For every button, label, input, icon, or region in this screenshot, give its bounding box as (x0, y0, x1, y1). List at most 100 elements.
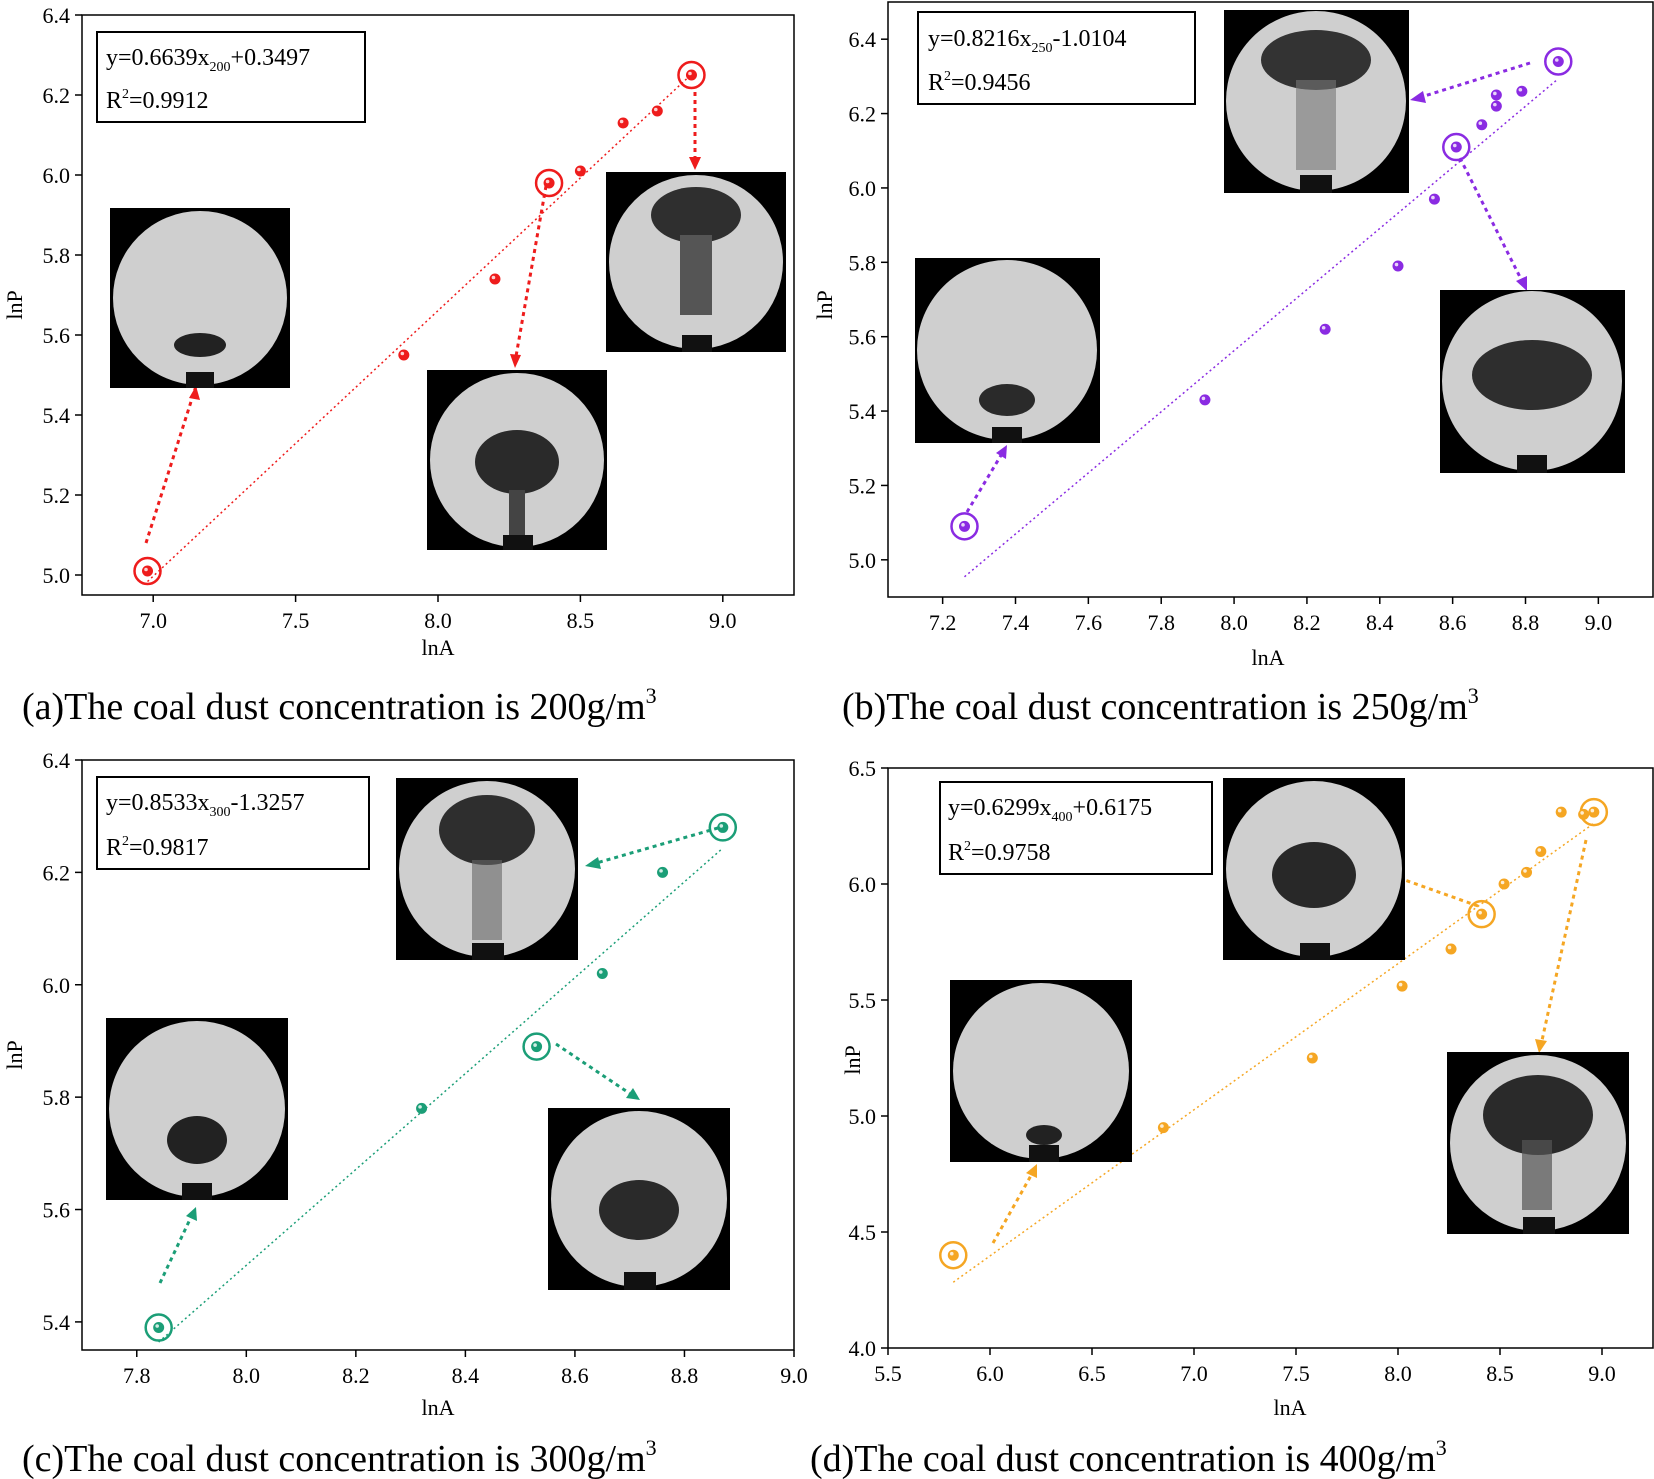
equation-post: -1.0104 (1053, 26, 1127, 52)
data-point-highlight (653, 107, 658, 112)
tick-group: 7.8 8.0 8.2 8.4 8.6 8.8 9.0 5.4 5.6 5.8 6.0 6.2 6.4 (43, 748, 808, 1388)
data-point (153, 1322, 165, 1334)
tick-group: 7.0 7.5 8.0 8.5 9.0 5.0 5.2 5.4 5.6 5.8 6.0 6.2 6.4 (43, 3, 737, 633)
r2-sup: 2 (964, 839, 971, 854)
arrowhead-3 (626, 1088, 640, 1100)
data-point-highlight (1398, 982, 1403, 987)
data-point-highlight (144, 567, 148, 572)
data-point (489, 273, 501, 285)
fit-line (146, 73, 692, 583)
caption-main: (c)The coal dust concentration is 300g/m (22, 1438, 646, 1479)
panel-caption: (b)The coal dust concentration is 250g/m… (842, 683, 1479, 728)
flame-image-a1 (110, 208, 290, 388)
flame-image-b1 (915, 258, 1100, 443)
r2-pre: R (106, 835, 122, 861)
x-tick-label: 8.4 (1366, 610, 1394, 635)
data-point-highlight (533, 1043, 537, 1047)
flame-image-c3 (548, 1108, 730, 1290)
highlight-ring (133, 556, 162, 586)
equation-sub: 300 (210, 805, 231, 820)
flame-image-d1 (950, 980, 1132, 1162)
fit-line-group (952, 822, 1595, 1283)
flame-image-d2 (1223, 778, 1405, 960)
arrow-1 (991, 1171, 1035, 1244)
arrowhead-1 (1026, 1164, 1037, 1178)
panel-c: 7.8 8.0 8.2 8.4 8.6 8.8 9.0 5.4 5.6 5.8 6.0 6.2 6.4 (2, 748, 808, 1479)
plot-frame (887, 767, 1654, 1349)
r2-sup: 2 (122, 87, 129, 102)
data-point (617, 117, 629, 129)
data-point-highlight (1557, 808, 1562, 813)
panel-caption: (a)The coal dust concentration is 200g/m… (22, 683, 657, 728)
r2-pre: R (106, 88, 122, 114)
x-tick-label: 7.5 (1282, 1361, 1310, 1386)
svg-text:y=0.6639x200+0.3497: y=0.6639x200+0.3497 (106, 45, 310, 75)
x-tick-label: 6.5 (1078, 1361, 1106, 1386)
x-tick-label: 9.0 (1588, 1361, 1616, 1386)
r2-post: =0.9817 (129, 835, 209, 861)
highlight-ring (939, 1240, 968, 1270)
equation-sub: 200 (210, 60, 231, 75)
data-point (1578, 808, 1590, 820)
data-point (959, 520, 970, 532)
arrowhead-3 (1535, 1039, 1547, 1053)
data-point-highlight (1309, 1054, 1313, 1059)
data-point-highlight (577, 167, 581, 172)
data-point (1490, 100, 1502, 112)
x-tick-label: 8.0 (1384, 1361, 1412, 1386)
data-point-highlight (1537, 848, 1542, 852)
y-tick-label: 5.4 (43, 403, 71, 428)
data-point-highlight (1201, 396, 1206, 401)
equation-box: y=0.8533x300-1.3257 R2=0.9817 (96, 776, 370, 870)
x-axis-label: lnA (422, 1395, 455, 1420)
y-tick-label: 5.8 (849, 250, 877, 275)
data-point (1157, 1122, 1169, 1134)
equation-post: +0.6175 (1073, 795, 1153, 821)
equation-post: +0.3497 (231, 45, 311, 71)
arrow-group (965, 61, 1531, 513)
flame-image-c2 (396, 778, 578, 960)
data-point (651, 105, 663, 117)
arrowhead-1 (996, 445, 1007, 459)
equation-sub: 400 (1052, 810, 1073, 825)
r2-pre: R (948, 840, 964, 866)
data-point (1498, 878, 1510, 890)
y-axis-label: lnP (2, 1040, 27, 1069)
x-tick-label: 9.0 (1585, 610, 1613, 635)
data-point (1535, 846, 1547, 858)
arrow-2 (1417, 61, 1531, 100)
panel-caption: (c)The coal dust concentration is 300g/m… (22, 1435, 657, 1479)
arrowhead-3 (689, 157, 701, 170)
x-tick-label: 8.0 (424, 608, 452, 633)
x-tick-label: 6.0 (976, 1361, 1004, 1386)
y-tick-label: 6.4 (43, 748, 71, 773)
plot-frame (81, 759, 795, 1351)
arrow-1 (144, 385, 198, 544)
data-point-highlight (1580, 811, 1584, 815)
y-tick-label: 4.5 (849, 1220, 877, 1245)
data-point-highlight (1554, 58, 1559, 62)
y-axis-label: lnP (812, 290, 837, 319)
data-point (947, 1249, 959, 1261)
data-point-highlight (599, 970, 603, 974)
y-tick-label: 6.5 (849, 756, 877, 781)
y-tick-label: 5.6 (43, 323, 71, 348)
r2-sup: 2 (944, 69, 951, 84)
highlight-ring (950, 512, 979, 541)
x-tick-label: 7.5 (282, 608, 310, 633)
data-point-highlight (1160, 1124, 1164, 1128)
caption-sup: 3 (646, 683, 657, 708)
equation-pre: y=0.6299x (948, 795, 1052, 821)
tick-group: 7.2 7.4 7.6 7.8 8.0 8.2 8.4 8.6 8.8 9.0 5.0 5.2 5.4 5… (849, 27, 1613, 635)
equation-box: y=0.6639x200+0.3497 R2=0.9912 (96, 31, 366, 123)
y-tick-label: 6.0 (43, 973, 71, 998)
data-point (685, 69, 697, 81)
x-tick-label: 9.0 (780, 1363, 808, 1388)
data-point (1445, 943, 1457, 955)
arrow-group (158, 826, 719, 1284)
data-point-highlight (688, 71, 692, 76)
data-point-highlight (1452, 143, 1457, 148)
x-axis-label: lnA (1274, 1395, 1307, 1420)
y-tick-label: 5.2 (849, 473, 877, 498)
